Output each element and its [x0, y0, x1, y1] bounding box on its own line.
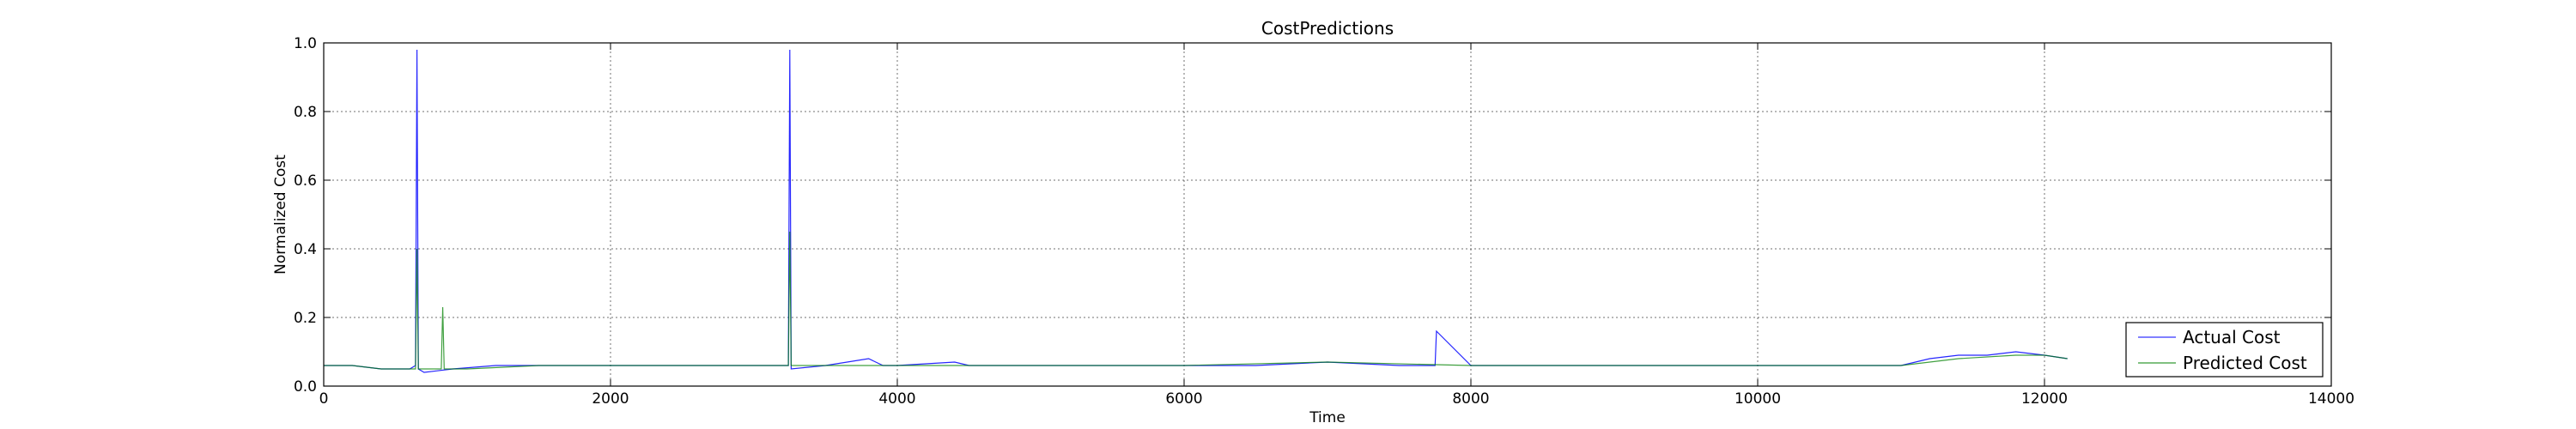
x-tick-label: 2000 [592, 390, 629, 408]
ticks: 0 2000 4000 6000 8000 10000 12000 14000 0.0 0.2 0.… [294, 35, 2354, 408]
legend-label-predicted-cost: Predicted Cost [2183, 353, 2307, 373]
x-tick-label: 6000 [1165, 390, 1202, 408]
x-tick-label: 14000 [2308, 390, 2354, 408]
x-tick-label: 10000 [1735, 390, 1781, 408]
legend-label-actual-cost: Actual Cost [2183, 327, 2281, 347]
y-tick-label: 0.6 [294, 172, 317, 190]
grid [324, 43, 2331, 386]
x-axis-label: Time [1309, 409, 1346, 426]
x-tick-label: 4000 [878, 390, 915, 408]
y-tick-label: 0.4 [294, 241, 317, 258]
legend: Actual Cost Predicted Cost [2125, 322, 2324, 378]
series-line-predicted-cost [324, 231, 2068, 370]
legend-box [2125, 322, 2324, 378]
y-tick-label: 0.0 [294, 378, 317, 396]
x-tick-label: 0 [319, 390, 329, 408]
y-axis-label: Normalized Cost [272, 154, 289, 275]
y-tick-label: 0.8 [294, 104, 317, 121]
plot-series [324, 49, 2068, 373]
x-tick-label: 12000 [2021, 390, 2068, 408]
y-tick-label: 1.0 [294, 35, 317, 52]
chart-title: CostPredictions [1261, 18, 1394, 39]
y-tick-label: 0.2 [294, 310, 317, 327]
x-tick-label: 8000 [1452, 390, 1489, 408]
plot-frame [323, 42, 2332, 387]
